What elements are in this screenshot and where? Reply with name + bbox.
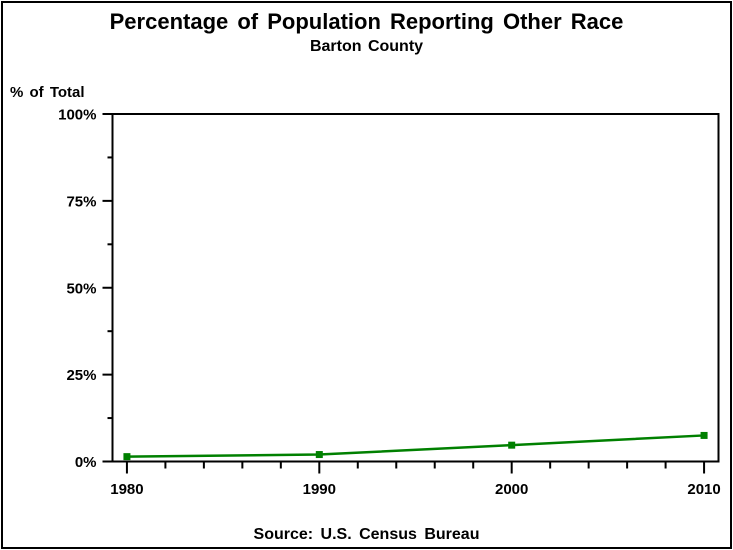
chart-subtitle: Barton County xyxy=(309,38,424,55)
x-tick-label: 1980 xyxy=(110,481,143,498)
data-point-marker xyxy=(508,441,516,449)
data-point-marker xyxy=(315,451,323,459)
y-tick-label: 100% xyxy=(58,107,96,124)
y-tick-label: 25% xyxy=(66,367,96,384)
y-tick-label: 50% xyxy=(66,280,96,297)
data-line xyxy=(126,434,705,458)
source-note: Source: U.S. Census Bureau xyxy=(253,526,480,543)
chart-title: Percentage of Population Reporting Other… xyxy=(109,9,624,34)
y-tick-label: 75% xyxy=(66,193,96,210)
plot-frame xyxy=(111,113,720,463)
x-tick-label: 2000 xyxy=(495,481,528,498)
x-tick-label: 1990 xyxy=(303,481,336,498)
data-point-marker xyxy=(700,431,708,439)
y-axis-title: % of Total xyxy=(10,84,85,101)
y-tick-label: 0% xyxy=(75,454,97,471)
x-tick-label: 2010 xyxy=(687,481,720,498)
data-point-marker xyxy=(123,453,131,461)
